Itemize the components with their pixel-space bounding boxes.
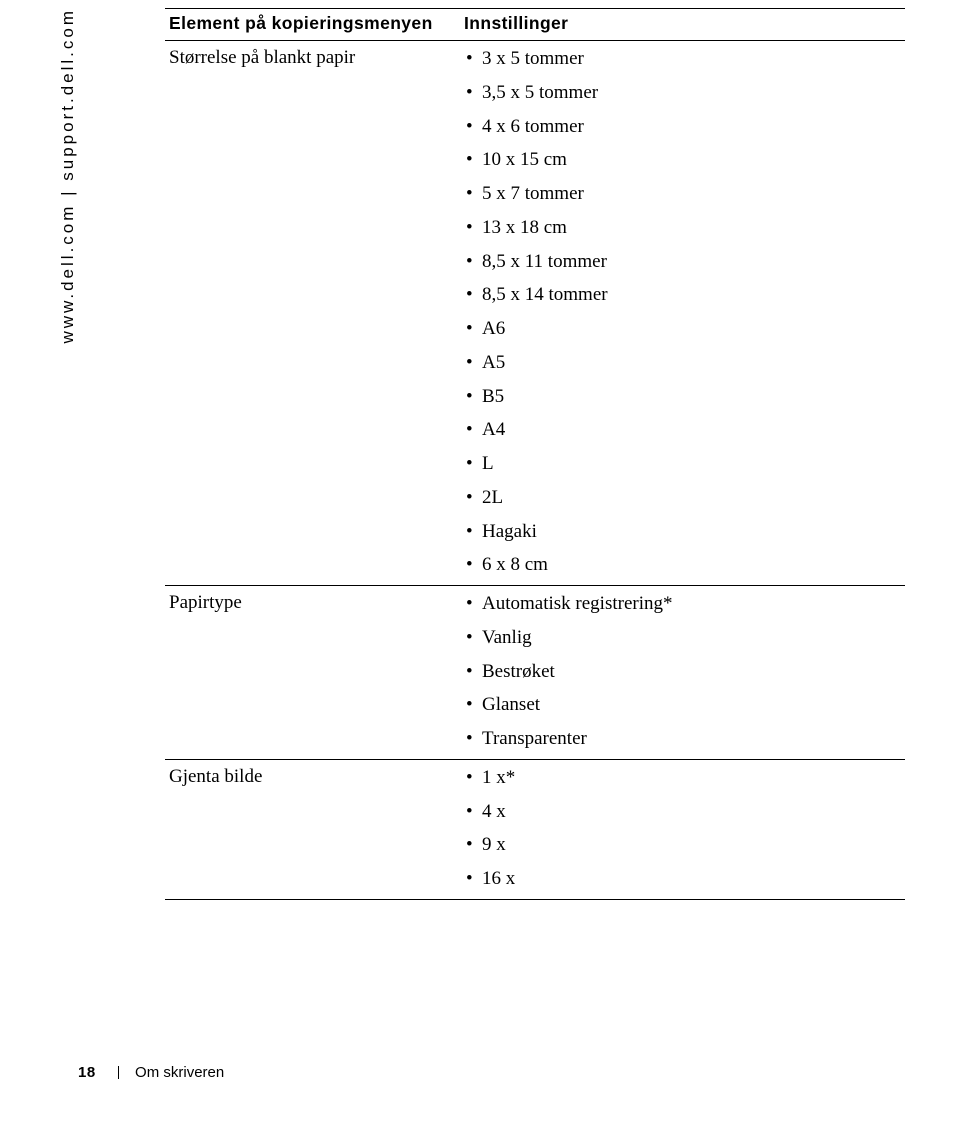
list-item: 13 x 18 cm bbox=[482, 216, 901, 250]
list-item: A5 bbox=[482, 351, 901, 385]
footer-section-title: Om skriveren bbox=[135, 1064, 224, 1081]
list-item: 16 x bbox=[482, 867, 901, 893]
list-item: 1 x* bbox=[482, 766, 901, 800]
table-row: Størrelse på blankt papir 3 x 5 tommer 3… bbox=[165, 41, 905, 586]
list-item: 2L bbox=[482, 486, 901, 520]
row-items: 1 x* 4 x 9 x 16 x bbox=[460, 759, 905, 899]
list-item: Hagaki bbox=[482, 520, 901, 554]
table-row: Gjenta bilde 1 x* 4 x 9 x 16 x bbox=[165, 759, 905, 899]
table-header-element: Element på kopieringsmenyen bbox=[165, 9, 460, 41]
list-item: 8,5 x 14 tommer bbox=[482, 283, 901, 317]
row-label: Størrelse på blankt papir bbox=[165, 41, 460, 586]
footer-separator bbox=[118, 1066, 119, 1079]
list-item: 3,5 x 5 tommer bbox=[482, 81, 901, 115]
row-items: 3 x 5 tommer 3,5 x 5 tommer 4 x 6 tommer… bbox=[460, 41, 905, 586]
row-items: Automatisk registrering* Vanlig Bestrøke… bbox=[460, 586, 905, 760]
list-item: L bbox=[482, 452, 901, 486]
list-item: 5 x 7 tommer bbox=[482, 182, 901, 216]
list-item: 10 x 15 cm bbox=[482, 148, 901, 182]
row-label: Papirtype bbox=[165, 586, 460, 760]
list-item: 8,5 x 11 tommer bbox=[482, 250, 901, 284]
page-footer: 18 Om skriveren bbox=[78, 1064, 224, 1081]
list-item: 6 x 8 cm bbox=[482, 553, 901, 579]
content-area: Element på kopieringsmenyen Innstillinge… bbox=[165, 8, 905, 900]
list-item: 9 x bbox=[482, 833, 901, 867]
list-item: 4 x 6 tommer bbox=[482, 115, 901, 149]
row-label: Gjenta bilde bbox=[165, 759, 460, 899]
list-item: A6 bbox=[482, 317, 901, 351]
list-item: Transparenter bbox=[482, 727, 901, 753]
settings-table: Element på kopieringsmenyen Innstillinge… bbox=[165, 8, 905, 900]
page-number: 18 bbox=[78, 1064, 96, 1081]
list-item: 3 x 5 tommer bbox=[482, 47, 901, 81]
list-item: Vanlig bbox=[482, 626, 901, 660]
list-item: Glanset bbox=[482, 693, 901, 727]
list-item: Automatisk registrering* bbox=[482, 592, 901, 626]
table-row: Papirtype Automatisk registrering* Vanli… bbox=[165, 586, 905, 760]
list-item: A4 bbox=[482, 418, 901, 452]
table-header-settings: Innstillinger bbox=[460, 9, 905, 41]
list-item: Bestrøket bbox=[482, 660, 901, 694]
list-item: B5 bbox=[482, 385, 901, 419]
sidebar-url: www.dell.com | support.dell.com bbox=[58, 8, 78, 344]
list-item: 4 x bbox=[482, 800, 901, 834]
